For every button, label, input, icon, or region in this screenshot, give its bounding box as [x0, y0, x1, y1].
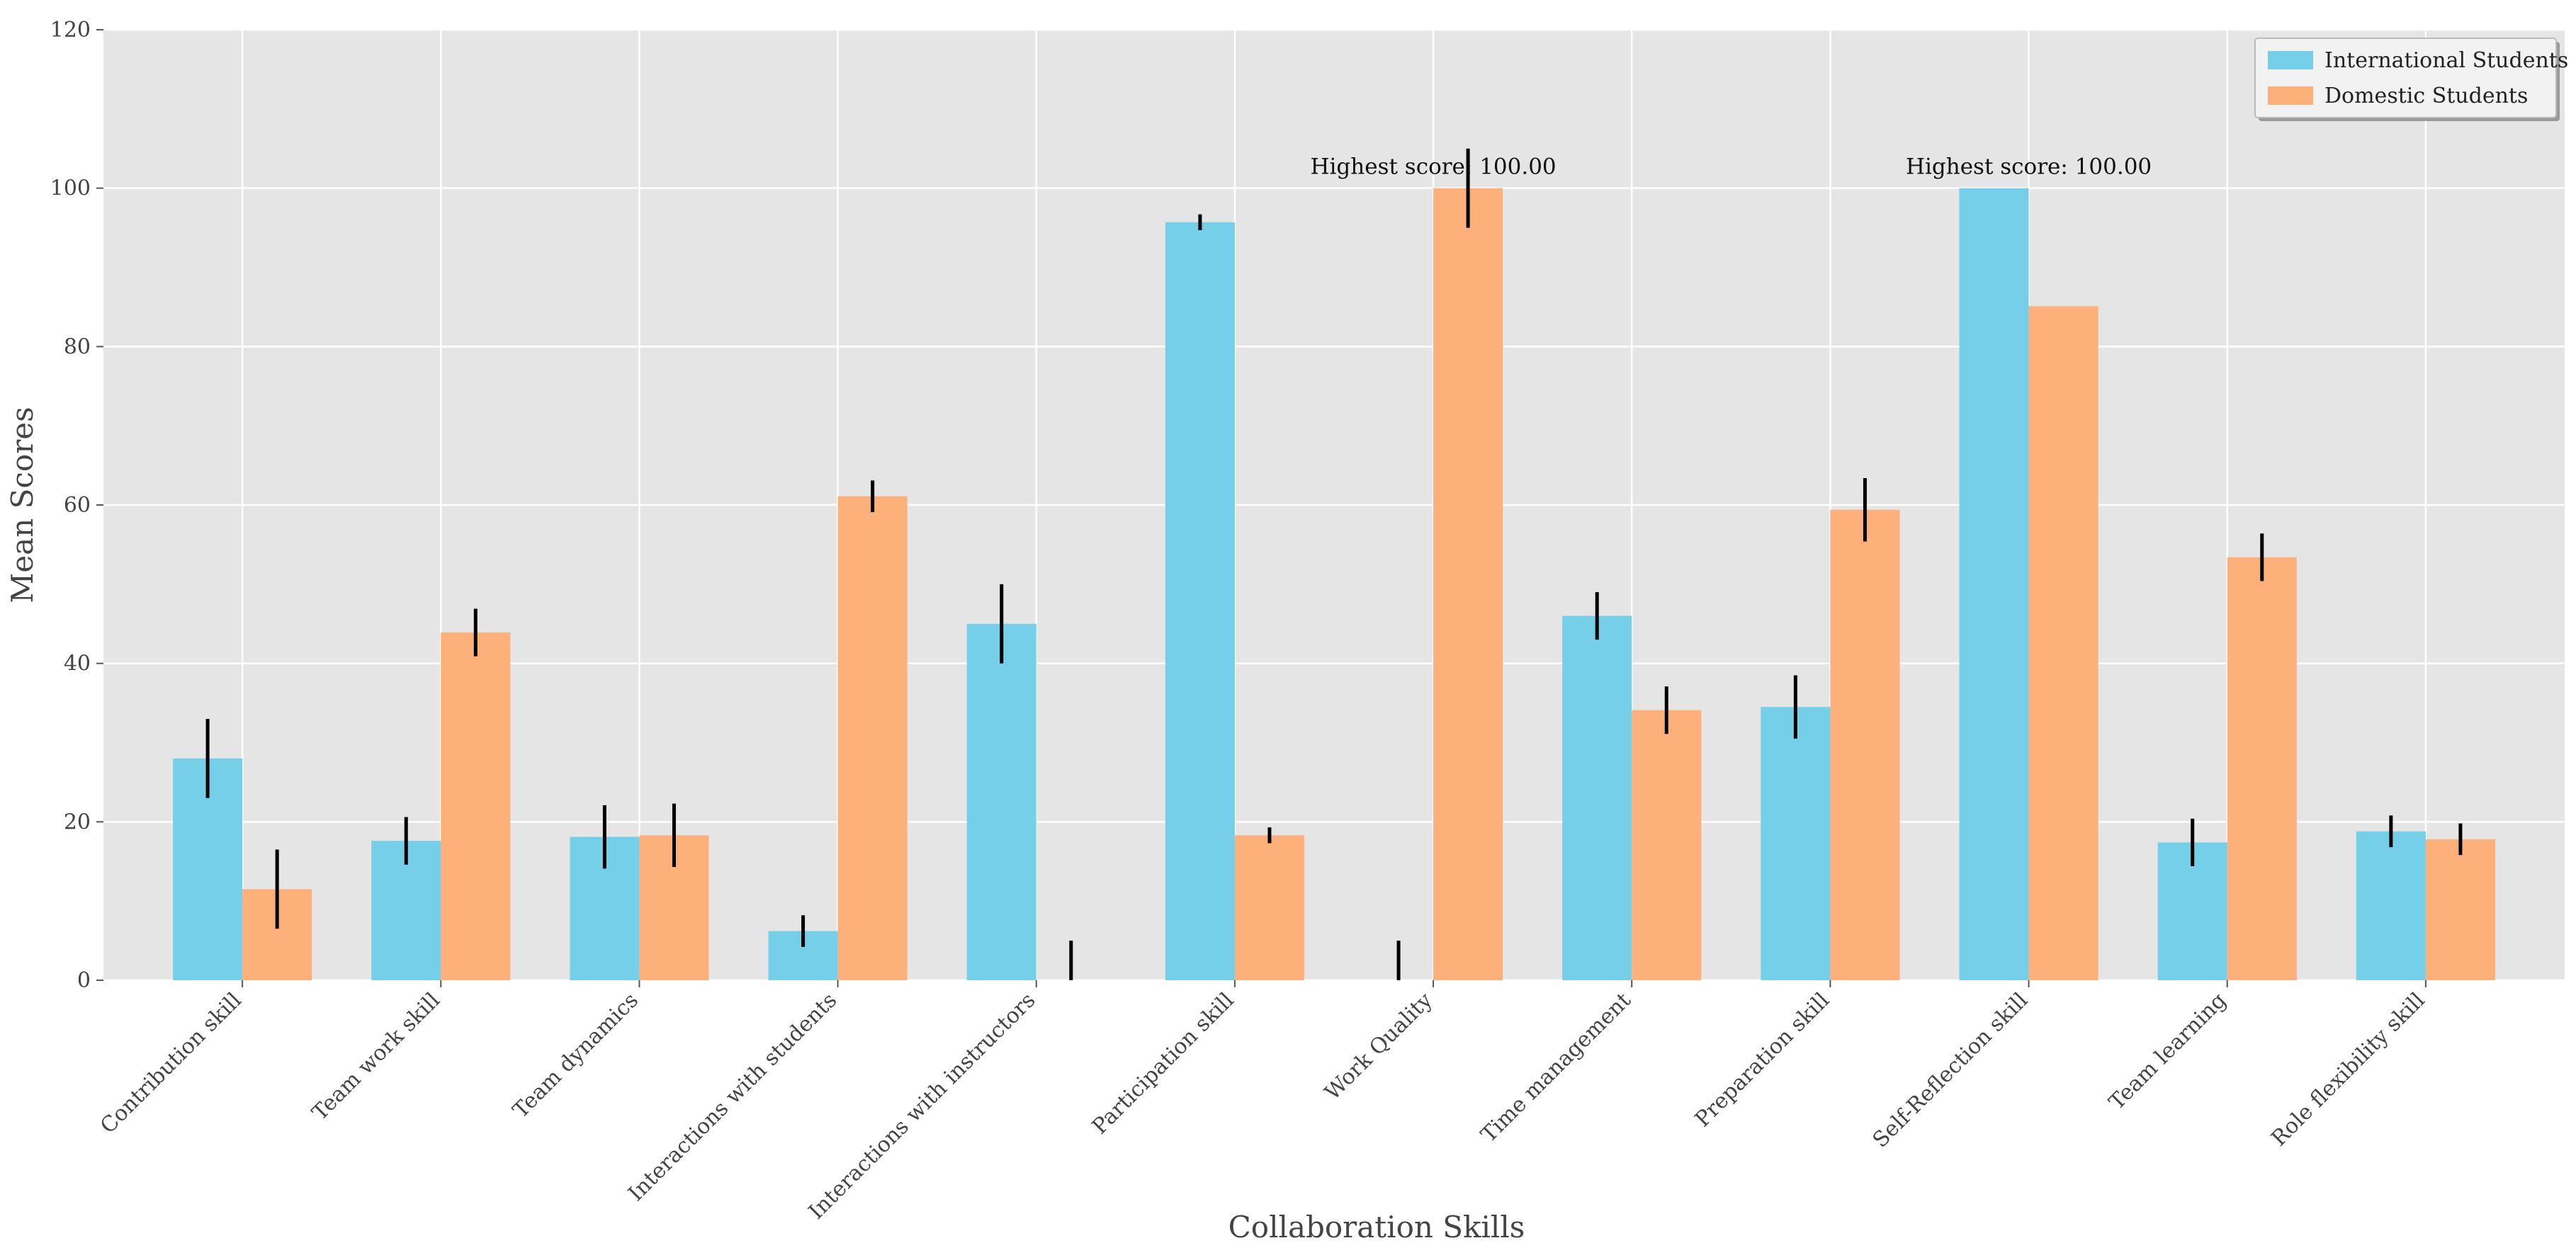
legend: International Students Domestic Students [2254, 38, 2568, 121]
y-tick-label: 120 [50, 18, 91, 42]
x-tick-label: Participation skill [1088, 988, 1239, 1140]
x-tick-label: Team learning [2104, 988, 2231, 1115]
legend-swatch [2268, 51, 2313, 69]
x-tick-label: Team work skill [307, 988, 445, 1125]
x-tick-label: Interactions with instructors [804, 988, 1041, 1225]
bar [1830, 509, 1900, 980]
bar [2425, 839, 2495, 980]
x-tick-label: Time management [1476, 988, 1636, 1147]
annotation-label: Highest score: 100.00 [1310, 154, 1556, 180]
y-tick-label: 80 [64, 334, 91, 359]
x-tick-label: Team dynamics [508, 988, 643, 1123]
x-tick-label: Work Quality [1320, 988, 1437, 1105]
y-tick-label: 100 [50, 176, 91, 201]
bar [2356, 831, 2426, 980]
y-tick-label: 20 [64, 810, 91, 834]
y-axis-title: Mean Scores [5, 407, 40, 603]
bar [1562, 615, 1632, 980]
x-tick-label: Self-Reflection skill [1868, 988, 2033, 1153]
bar [837, 496, 908, 980]
error-bars [205, 148, 2463, 980]
x-tick-label: Preparation skill [1690, 988, 1834, 1132]
legend-box [2254, 38, 2557, 118]
bar [441, 632, 511, 980]
bar [1433, 188, 1503, 981]
y-tick-label: 40 [64, 652, 91, 676]
bar [1761, 707, 1831, 980]
legend-swatch [2268, 86, 2313, 105]
bar [2227, 557, 2297, 980]
annotations: Highest score: 100.00 Highest score: 100.… [1310, 154, 2152, 180]
bar [1632, 710, 1702, 980]
bar [966, 623, 1036, 980]
annotation-label: Highest score: 100.00 [1906, 154, 2152, 180]
x-tick-label: Contribution skill [96, 988, 247, 1139]
bar [2028, 306, 2098, 980]
x-axis-title: Collaboration Skills [1228, 1210, 1525, 1244]
bar [1165, 222, 1235, 980]
bars [173, 188, 2495, 981]
x-tick-label: Role flexibility skill [2266, 988, 2429, 1151]
bar [1959, 188, 2029, 981]
legend-label: Domestic Students [2324, 84, 2528, 108]
legend-label: International Students [2324, 48, 2568, 73]
x-tick-label: Interactions with students [623, 988, 842, 1206]
y-tick-label: 60 [64, 493, 91, 518]
bar [1234, 835, 1304, 980]
y-tick-label: 0 [77, 968, 91, 993]
